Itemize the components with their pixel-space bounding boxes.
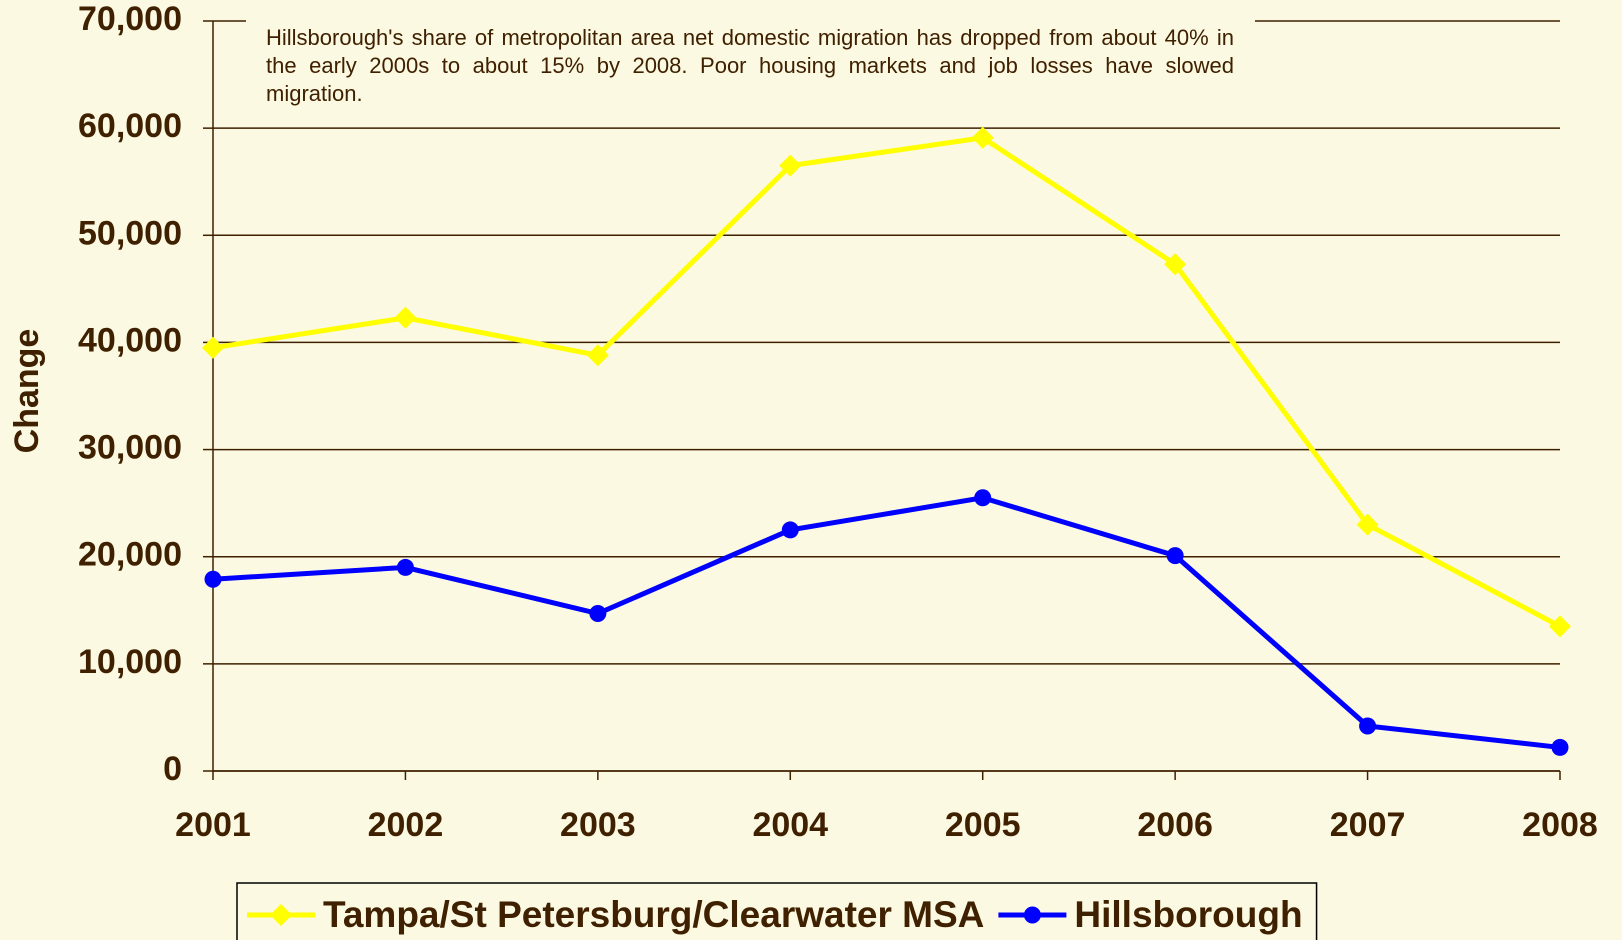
x-tick-label: 2004 — [752, 806, 828, 844]
marker — [270, 904, 292, 926]
marker — [1359, 717, 1377, 735]
marker — [1356, 513, 1379, 536]
legend: Tampa/St Petersburg/Clearwater MSA Hillsb… — [236, 882, 1318, 940]
y-tick-label: 0 — [163, 750, 182, 788]
y-tick-label: 30,000 — [78, 429, 182, 467]
marker — [394, 306, 417, 329]
marker — [586, 344, 609, 367]
y-axis-title: Change — [8, 329, 46, 454]
marker — [1166, 547, 1184, 565]
series-line — [212, 135, 1562, 629]
x-tick-label: 2005 — [945, 806, 1021, 844]
annotation: Hillsborough's share of metropolitan are… — [266, 25, 1234, 106]
y-tick-label: 60,000 — [78, 107, 182, 145]
x-tick-label: 2006 — [1137, 806, 1213, 844]
y-tick-label: 70,000 — [78, 0, 182, 38]
marker — [1023, 906, 1041, 924]
marker — [1164, 253, 1187, 276]
x-tick-label: 2003 — [560, 806, 636, 844]
marker — [204, 570, 222, 588]
y-tick-label: 20,000 — [78, 536, 182, 574]
marker — [971, 126, 994, 149]
annotation-background — [246, 0, 1255, 110]
legend-label: Tampa/St Petersburg/Clearwater MSA — [323, 894, 984, 935]
marker — [1549, 615, 1571, 638]
series-line — [212, 495, 1561, 750]
marker — [589, 605, 607, 622]
y-tick-label: 40,000 — [78, 321, 182, 359]
marker — [779, 154, 802, 177]
x-tick-label: 2007 — [1330, 806, 1406, 844]
marker — [202, 336, 224, 359]
legend-box — [236, 882, 1318, 940]
marker — [781, 521, 799, 539]
x-tick-label: 2001 — [175, 806, 251, 844]
y-tick-label: 10,000 — [78, 643, 182, 681]
marker — [974, 489, 992, 507]
x-tick-label: 2008 — [1522, 806, 1598, 844]
x-tick-label: 2002 — [368, 806, 444, 844]
y-tick-label: 50,000 — [78, 214, 182, 252]
marker — [1551, 738, 1569, 756]
legend-label: Hillsborough — [1074, 894, 1302, 935]
marker — [396, 558, 414, 576]
